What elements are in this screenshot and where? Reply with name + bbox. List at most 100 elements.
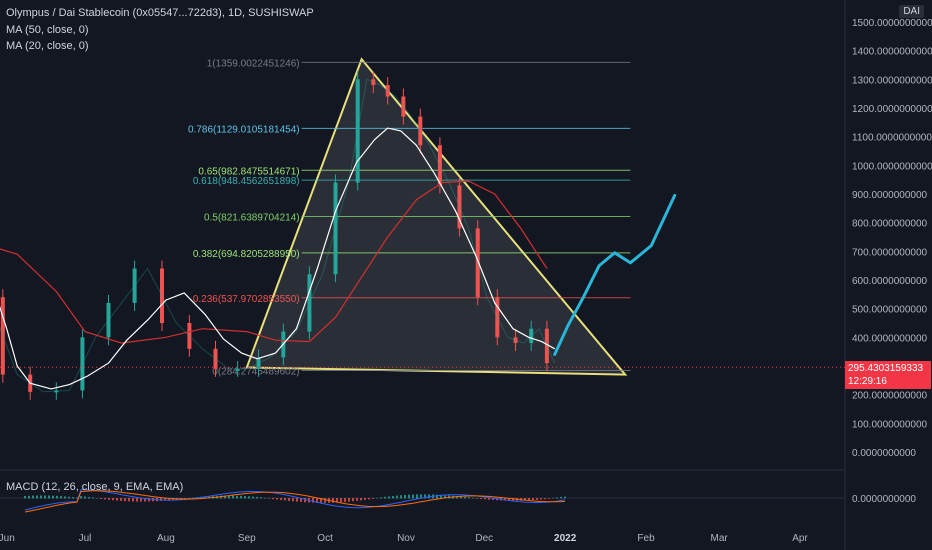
macd-histogram-bar [112,498,114,501]
macd-histogram-bar [64,496,66,499]
current-price-value: 295.4303159333 [848,363,924,374]
macd-histogram-bar [76,497,78,499]
macd-histogram-bar [344,498,346,502]
macd-histogram-bar [256,496,258,499]
x-tick-label: Mar [710,533,728,544]
y-tick-label: 400.0000000000 [852,333,928,344]
macd-histogram-bar [272,498,274,500]
macd-histogram-bar [392,495,394,499]
macd-histogram-bar [524,498,526,501]
macd-histogram-bar [472,497,474,499]
macd-histogram-bar [348,498,350,502]
macd-histogram-bar [124,498,126,502]
macd-histogram-bar [116,498,118,501]
ma20-line [0,127,555,390]
price-line [0,78,556,393]
macd-histogram-bar [508,498,510,501]
y-tick-label: 1100.0000000000 [852,133,932,144]
macd-histogram-bar [296,498,298,502]
bar-countdown: 12:29:16 [848,376,887,387]
fib-level-label: 0.5(821.6389704214) [204,212,300,223]
macd-histogram-bar [252,496,254,499]
x-tick-label: Dec [475,533,493,544]
y-tick-label: 200.0000000000 [852,391,928,402]
macd-histogram-bar [36,495,38,499]
macd-histogram-bar [324,498,326,503]
macd-histogram-bar [244,496,246,499]
macd-histogram-bar [164,498,166,501]
macd-histogram-bar [228,495,230,499]
y-tick-label: 500.0000000000 [852,305,928,316]
macd-histogram-bar [480,498,482,500]
macd-histogram-bar [504,498,506,501]
macd-histogram-bar [260,497,262,499]
macd-histogram-bar [32,495,34,499]
macd-histogram-bar [236,495,238,499]
macd-histogram-bar [204,496,206,499]
macd-histogram-bar [404,494,406,499]
macd-histogram-bar [372,498,374,499]
macd-histogram-bar [128,498,130,502]
y-tick-label: 600.0000000000 [852,276,928,287]
macd-histogram-bar [84,496,86,499]
macd-histogram-bar [356,498,358,501]
macd-histogram-bar [224,495,226,499]
macd-histogram-bar [292,498,294,502]
macd-histogram-bar [424,494,426,499]
macd-histogram-bar [416,494,418,499]
macd-histogram-bar [248,496,250,499]
macd-histogram-bar [284,498,286,501]
fib-level-label: 1(1359.0022451246) [207,58,300,69]
macd-histogram-bar [464,496,466,499]
macd-histogram-bar [488,498,490,500]
fib-level-label: 0.236(537.9702853550) [193,294,300,305]
ma50-label[interactable]: MA (50, close, 0) [6,24,89,36]
macd-histogram-bar [188,497,190,499]
macd-histogram-bar [104,498,106,500]
macd-histogram-bar [332,498,334,503]
macd-histogram-bar [564,496,566,499]
ma20-label[interactable]: MA (20, close, 0) [6,40,89,52]
macd-histogram-bar [40,495,42,499]
macd-histogram-bar [96,497,98,499]
macd-histogram-bar [552,497,554,499]
macd-histogram-bar [484,498,486,500]
symbol-title: Olympus / Dai Stablecoin (0x05547...722d… [6,7,314,19]
macd-histogram-bar [544,498,546,500]
macd-histogram-bar [232,495,234,499]
fib-level-label: 0.382(694.8205288950) [193,249,300,260]
macd-histogram-bar [512,498,514,501]
macd-histogram-bar [208,496,210,499]
fib-level-label: 0(284.2745489602) [212,367,299,378]
macd-label[interactable]: MACD (12, 26, close, 9, EMA, EMA) [6,481,184,493]
macd-histogram-bar [460,496,462,499]
x-tick-label: Nov [397,533,415,544]
macd-histogram-bar [360,498,362,501]
macd-histogram-bar [80,496,82,499]
macd-histogram-bar [300,498,302,502]
y-tick-label: 1000.0000000000 [852,161,932,172]
macd-histogram-bar [528,498,530,501]
macd-axis-label: 0.0000000000 [852,494,916,505]
x-tick-label: Sep [238,533,256,544]
macd-histogram-bar [456,496,458,499]
macd-histogram-bar [88,496,90,499]
macd-histogram-bar [396,495,398,499]
x-tick-label: 2022 [554,533,577,544]
macd-histogram-bar [532,498,534,501]
macd-histogram-bar [132,498,134,502]
macd-histogram-bar [160,498,162,501]
macd-histogram-bar [400,495,402,499]
macd-histogram-bar [280,498,282,501]
macd-histogram-bar [536,498,538,500]
y-tick-label: 100.0000000000 [852,419,928,430]
macd-histogram-bar [108,498,110,500]
projection-path [553,193,677,356]
macd-histogram-bar [264,497,266,499]
macd-histogram-bar [44,495,46,499]
macd-histogram-bar [56,495,58,499]
macd-histogram-bar [288,498,290,501]
